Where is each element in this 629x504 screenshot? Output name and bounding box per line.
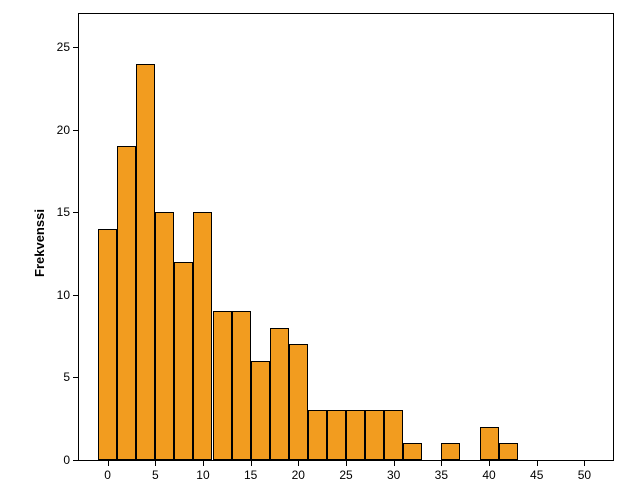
- y-tick-label: 25: [48, 40, 70, 54]
- x-tick-label: 5: [152, 468, 159, 482]
- histogram-bar: [213, 311, 232, 460]
- x-tick-mark: [394, 461, 395, 466]
- x-tick-label: 25: [339, 468, 352, 482]
- histogram-bar: [499, 443, 518, 460]
- histogram-bar: [327, 410, 346, 460]
- x-tick-label: 20: [292, 468, 305, 482]
- histogram-bar: [365, 410, 384, 460]
- x-tick-label: 30: [387, 468, 400, 482]
- x-tick-label: 45: [530, 468, 543, 482]
- y-tick-label: 10: [48, 288, 70, 302]
- y-tick-mark: [73, 212, 78, 213]
- histogram-bar: [308, 410, 327, 460]
- plot-area: [78, 13, 614, 461]
- x-tick-label: 40: [482, 468, 495, 482]
- histogram-bar: [289, 344, 308, 460]
- y-tick-mark: [73, 295, 78, 296]
- histogram-bar: [346, 410, 365, 460]
- histogram-chart: Frekvenssi 0 5 10 15 20 25 0 5 10 15 20 25 30 35 40 45 5…: [0, 0, 629, 504]
- x-tick-label: 0: [104, 468, 111, 482]
- histogram-bar: [480, 427, 499, 460]
- x-tick-label: 15: [244, 468, 257, 482]
- histogram-bar: [117, 146, 136, 460]
- histogram-bar: [155, 212, 174, 460]
- x-tick-mark: [298, 461, 299, 466]
- x-tick-mark: [489, 461, 490, 466]
- x-tick-mark: [441, 461, 442, 466]
- x-tick-mark: [155, 461, 156, 466]
- y-tick-label: 20: [48, 123, 70, 137]
- y-tick-mark: [73, 377, 78, 378]
- y-tick-label: 0: [48, 453, 70, 467]
- y-tick-label: 5: [48, 370, 70, 384]
- histogram-bar: [174, 262, 193, 460]
- y-tick-mark: [73, 47, 78, 48]
- histogram-bar: [193, 212, 212, 460]
- histogram-bar: [384, 410, 403, 460]
- y-axis-label: Frekvenssi: [32, 209, 47, 277]
- y-tick-label: 15: [48, 205, 70, 219]
- x-tick-label: 50: [578, 468, 591, 482]
- x-tick-label: 10: [196, 468, 209, 482]
- histogram-bar: [136, 64, 155, 460]
- histogram-bar: [251, 361, 270, 460]
- x-tick-label: 35: [435, 468, 448, 482]
- histogram-bar: [98, 229, 117, 460]
- histogram-bar: [441, 443, 460, 460]
- y-tick-mark: [73, 130, 78, 131]
- histogram-bar: [270, 328, 289, 460]
- y-tick-mark: [73, 460, 78, 461]
- x-tick-mark: [203, 461, 204, 466]
- histogram-bar: [403, 443, 422, 460]
- histogram-bar: [232, 311, 251, 460]
- x-tick-mark: [584, 461, 585, 466]
- x-tick-mark: [346, 461, 347, 466]
- x-tick-mark: [108, 461, 109, 466]
- x-tick-mark: [251, 461, 252, 466]
- x-tick-mark: [537, 461, 538, 466]
